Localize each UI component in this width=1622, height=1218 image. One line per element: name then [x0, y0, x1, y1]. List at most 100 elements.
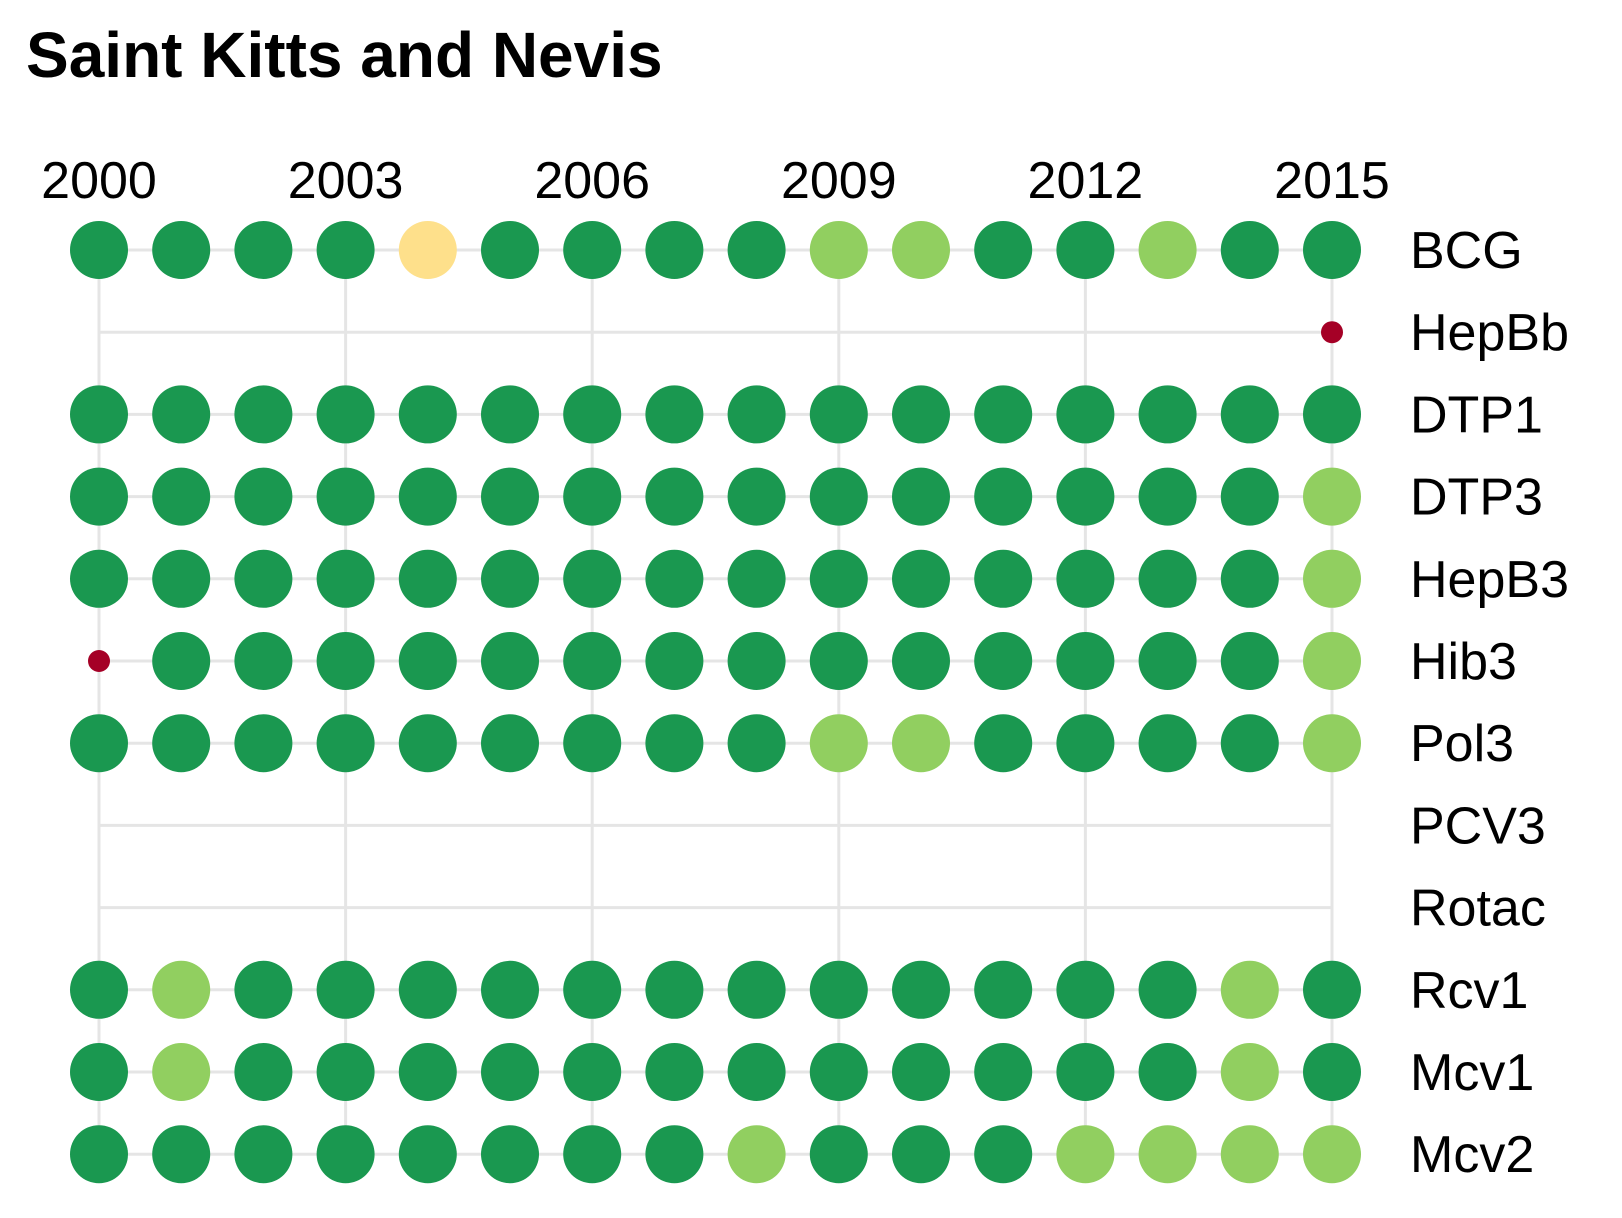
coverage-dot — [316, 960, 375, 1019]
coverage-dot — [481, 1125, 539, 1184]
coverage-dot — [398, 549, 457, 608]
coverage-dot — [645, 221, 704, 279]
coverage-dot — [70, 1125, 128, 1184]
coverage-dot — [1138, 714, 1197, 773]
category-label: HepB3 — [1410, 551, 1569, 609]
coverage-dot — [152, 467, 211, 526]
coverage-dot — [316, 467, 375, 526]
coverage-dot — [727, 467, 786, 526]
coverage-dot — [316, 714, 375, 773]
coverage-dot — [809, 221, 868, 279]
coverage-dot — [70, 221, 128, 279]
coverage-dot — [645, 1125, 704, 1184]
coverage-dot — [563, 221, 622, 279]
coverage-dot — [70, 1043, 128, 1101]
coverage-dot — [1220, 467, 1279, 526]
coverage-dot — [70, 549, 128, 608]
coverage-dot — [974, 467, 1033, 526]
coverage-dot — [809, 467, 868, 526]
coverage-dot — [234, 632, 293, 690]
coverage-dot — [316, 1125, 375, 1184]
coverage-dot — [1303, 1043, 1361, 1101]
category-label: Rcv1 — [1410, 962, 1528, 1020]
x-tick-label: 2015 — [1274, 152, 1390, 210]
coverage-dot — [70, 960, 128, 1019]
coverage-dot — [892, 1125, 950, 1184]
coverage-dot — [1056, 960, 1115, 1019]
coverage-dot — [727, 1043, 786, 1101]
coverage-dot — [892, 960, 950, 1019]
coverage-dot — [398, 467, 457, 526]
coverage-dot — [1138, 467, 1197, 526]
coverage-dot — [152, 1043, 211, 1101]
coverage-dot — [70, 467, 128, 526]
coverage-dot — [234, 385, 293, 444]
category-label: DTP3 — [1410, 469, 1543, 527]
coverage-dot — [1303, 632, 1361, 690]
coverage-dot — [563, 385, 622, 444]
coverage-dot — [1303, 385, 1361, 444]
coverage-dot — [974, 1125, 1033, 1184]
coverage-dot — [481, 221, 539, 279]
coverage-dot — [1056, 385, 1115, 444]
coverage-dot — [974, 714, 1033, 773]
category-label: HepBb — [1410, 304, 1569, 362]
coverage-dot — [1220, 714, 1279, 773]
coverage-dot — [398, 632, 457, 690]
coverage-dot — [727, 221, 786, 279]
coverage-dot — [1220, 1125, 1279, 1184]
coverage-dot — [1321, 321, 1343, 344]
coverage-dot — [727, 549, 786, 608]
coverage-dot — [727, 385, 786, 444]
coverage-dot — [809, 632, 868, 690]
coverage-dot — [1303, 549, 1361, 608]
coverage-dot — [398, 960, 457, 1019]
coverage-dot — [809, 1125, 868, 1184]
coverage-dot — [809, 714, 868, 773]
coverage-dot — [1303, 221, 1361, 279]
coverage-dot — [892, 221, 950, 279]
coverage-dot — [645, 632, 704, 690]
coverage-dot — [398, 1125, 457, 1184]
coverage-dot — [809, 385, 868, 444]
coverage-dot — [563, 1125, 622, 1184]
coverage-dot — [1138, 549, 1197, 608]
coverage-dot — [481, 1043, 539, 1101]
coverage-dot — [398, 221, 457, 279]
coverage-dot — [316, 632, 375, 690]
category-label: BCG — [1410, 222, 1523, 280]
coverage-dot — [1220, 549, 1279, 608]
chart-title: Saint Kitts and Nevis — [26, 19, 663, 91]
coverage-dot — [1056, 1043, 1115, 1101]
coverage-dot — [1056, 221, 1115, 279]
category-label: DTP1 — [1410, 386, 1543, 444]
coverage-dot — [481, 632, 539, 690]
x-tick-label: 2009 — [781, 152, 897, 210]
coverage-dot — [234, 1043, 293, 1101]
coverage-dot — [316, 549, 375, 608]
coverage-dot — [1220, 632, 1279, 690]
coverage-dot — [974, 221, 1033, 279]
coverage-dot — [563, 549, 622, 608]
coverage-dot — [234, 714, 293, 773]
coverage-dot — [481, 467, 539, 526]
category-label: Hib3 — [1410, 633, 1517, 691]
coverage-dot — [398, 714, 457, 773]
category-label: Rotac — [1410, 880, 1546, 938]
coverage-dot — [563, 1043, 622, 1101]
coverage-dot — [316, 1043, 375, 1101]
coverage-dot — [1138, 1125, 1197, 1184]
coverage-dot — [1220, 1043, 1279, 1101]
coverage-dot — [563, 467, 622, 526]
coverage-dot — [152, 632, 211, 690]
coverage-dot — [152, 549, 211, 608]
coverage-dot — [727, 960, 786, 1019]
coverage-dot — [1303, 1125, 1361, 1184]
coverage-dot — [974, 632, 1033, 690]
coverage-dot — [234, 549, 293, 608]
coverage-dot — [152, 714, 211, 773]
coverage-dot — [809, 1043, 868, 1101]
coverage-dot — [563, 632, 622, 690]
coverage-dot — [645, 960, 704, 1019]
